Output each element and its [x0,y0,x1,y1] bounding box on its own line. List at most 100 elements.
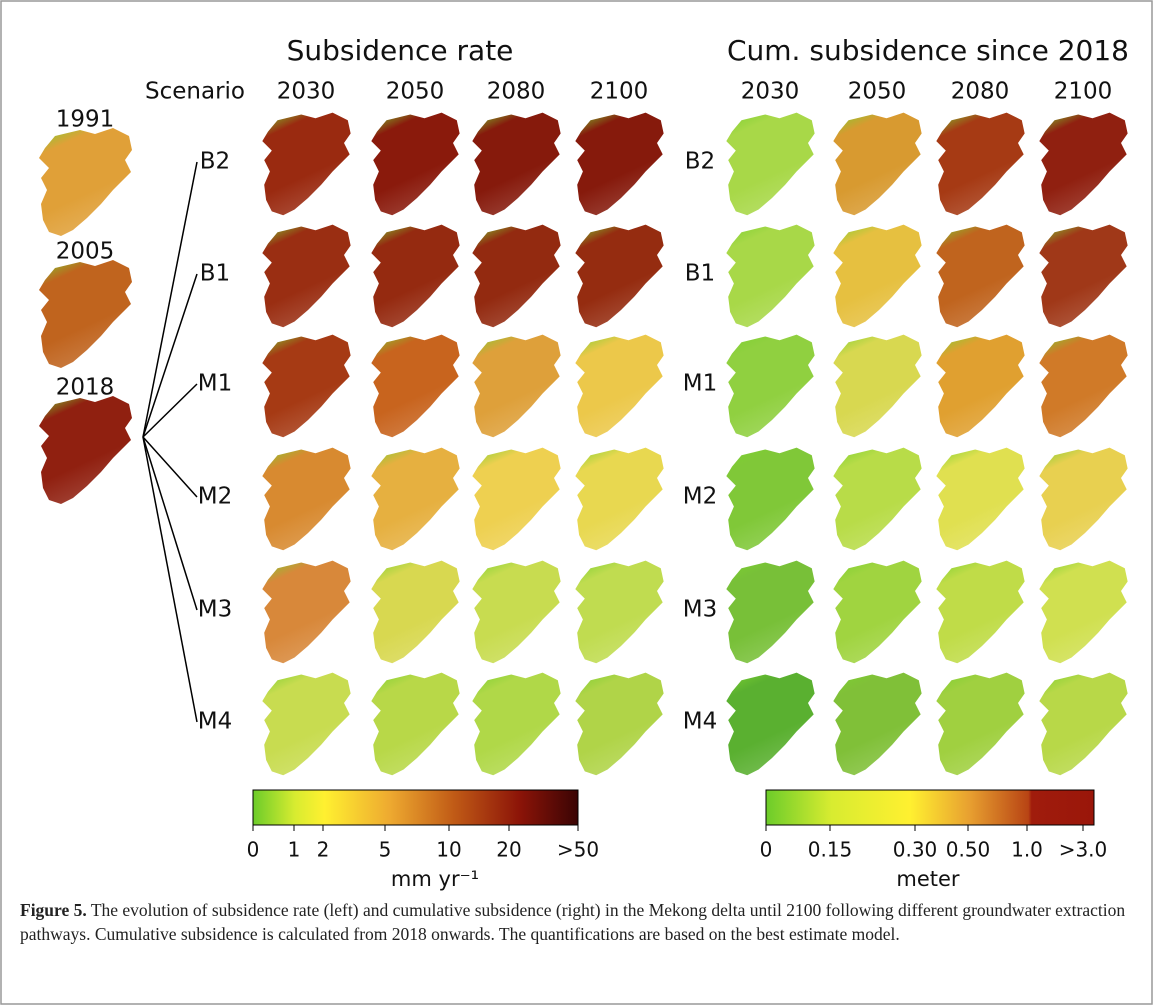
panel-title: Cum. subsidence since 2018 [727,34,1129,67]
delta-map [371,672,460,776]
panel-title: Subsidence rate [287,34,514,67]
colorbar [252,789,579,826]
delta-map [1039,334,1128,438]
delta-map [262,334,351,438]
delta-map [575,447,664,551]
delta-map [833,334,922,438]
delta-map [575,112,664,216]
delta-map [726,560,815,664]
delta-map [262,672,351,776]
delta-map [1039,560,1128,664]
history-year: 2018 [56,375,115,401]
colorbar-tick-label: 1.0 [1011,838,1043,862]
delta-map [39,396,132,504]
delta-map [726,224,815,328]
scenario-branch [142,383,198,438]
delta-map [371,334,460,438]
delta-map [833,447,922,551]
scenario-label: M1 [683,371,717,397]
delta-map [371,447,460,551]
scenario-label: M4 [198,709,232,735]
colorbar-label: mm yr⁻¹ [391,867,479,891]
colorbar-tick-label: 0 [760,838,773,862]
scenario-label: M4 [683,709,717,735]
delta-map [472,672,561,776]
delta-map [262,224,351,328]
scenario-branch [142,273,198,438]
scenario-label: M2 [683,484,717,510]
maps: 2030 2050 2080 2100 2030 2050 2080 210019912005… [39,79,1128,891]
delta-map [1039,112,1128,216]
delta-map [936,224,1025,328]
colorbar-tick-label: >3.0 [1059,838,1108,862]
year-label: 2080 [951,79,1010,105]
scenario-label: M3 [198,597,232,623]
year-label: 2050 [848,79,907,105]
scenario-branch [142,161,198,438]
delta-map [472,447,561,551]
scenario-header: Scenario [145,79,245,105]
colorbar-tick-label: 5 [379,838,392,862]
delta-map [472,560,561,664]
colorbar-tick-label: 0 [247,838,260,862]
colorbar-tick-label: >50 [557,838,599,862]
year-label: 2100 [590,79,649,105]
delta-map [833,112,922,216]
caption: Figure 5. The evolution of subsidence ra… [20,898,1135,946]
colorbar [765,789,1095,826]
year-label: 2030 [741,79,800,105]
delta-map [575,672,664,776]
history-year: 2005 [56,239,115,265]
colorbar-tick-label: 20 [496,838,521,862]
scenario-branch [142,436,198,498]
delta-map [39,260,132,368]
scenario-label: B2 [685,149,715,175]
scenario-branch [142,436,198,723]
colorbar-tick-label: 1 [288,838,301,862]
colorbar-tick-label: 0.15 [808,838,853,862]
delta-map [371,224,460,328]
delta-map [472,112,561,216]
delta-map [936,447,1025,551]
year-label: 2100 [1054,79,1113,105]
delta-map [575,560,664,664]
delta-map [472,334,561,438]
delta-map [726,447,815,551]
colorbar-tick-label: 10 [436,838,461,862]
scenario-label: M2 [198,484,232,510]
delta-map [936,334,1025,438]
colorbar-tick-label: 0.30 [893,838,938,862]
scenario-label: B2 [200,149,230,175]
delta-map [1039,672,1128,776]
scenario-label: M1 [198,371,232,397]
year-label: 2030 [277,79,336,105]
colorbar-label: meter [896,867,960,891]
scenario-label: B1 [685,261,715,287]
delta-map [262,112,351,216]
delta-map [575,334,664,438]
delta-map [833,224,922,328]
delta-map [472,224,561,328]
delta-map [726,334,815,438]
year-label: 2080 [487,79,546,105]
delta-map [575,224,664,328]
scenario-label: M3 [683,597,717,623]
delta-map [371,560,460,664]
delta-map [726,672,815,776]
delta-map [39,128,132,236]
delta-map [1039,447,1128,551]
delta-map [833,560,922,664]
delta-map [262,447,351,551]
delta-map [262,560,351,664]
colorbar-tick-label: 0.50 [946,838,991,862]
delta-map [936,112,1025,216]
delta-map [726,112,815,216]
delta-map [833,672,922,776]
delta-map [371,112,460,216]
delta-map [1039,224,1128,328]
scenario-label: B1 [200,261,230,287]
caption-label: Figure 5. [20,900,87,920]
